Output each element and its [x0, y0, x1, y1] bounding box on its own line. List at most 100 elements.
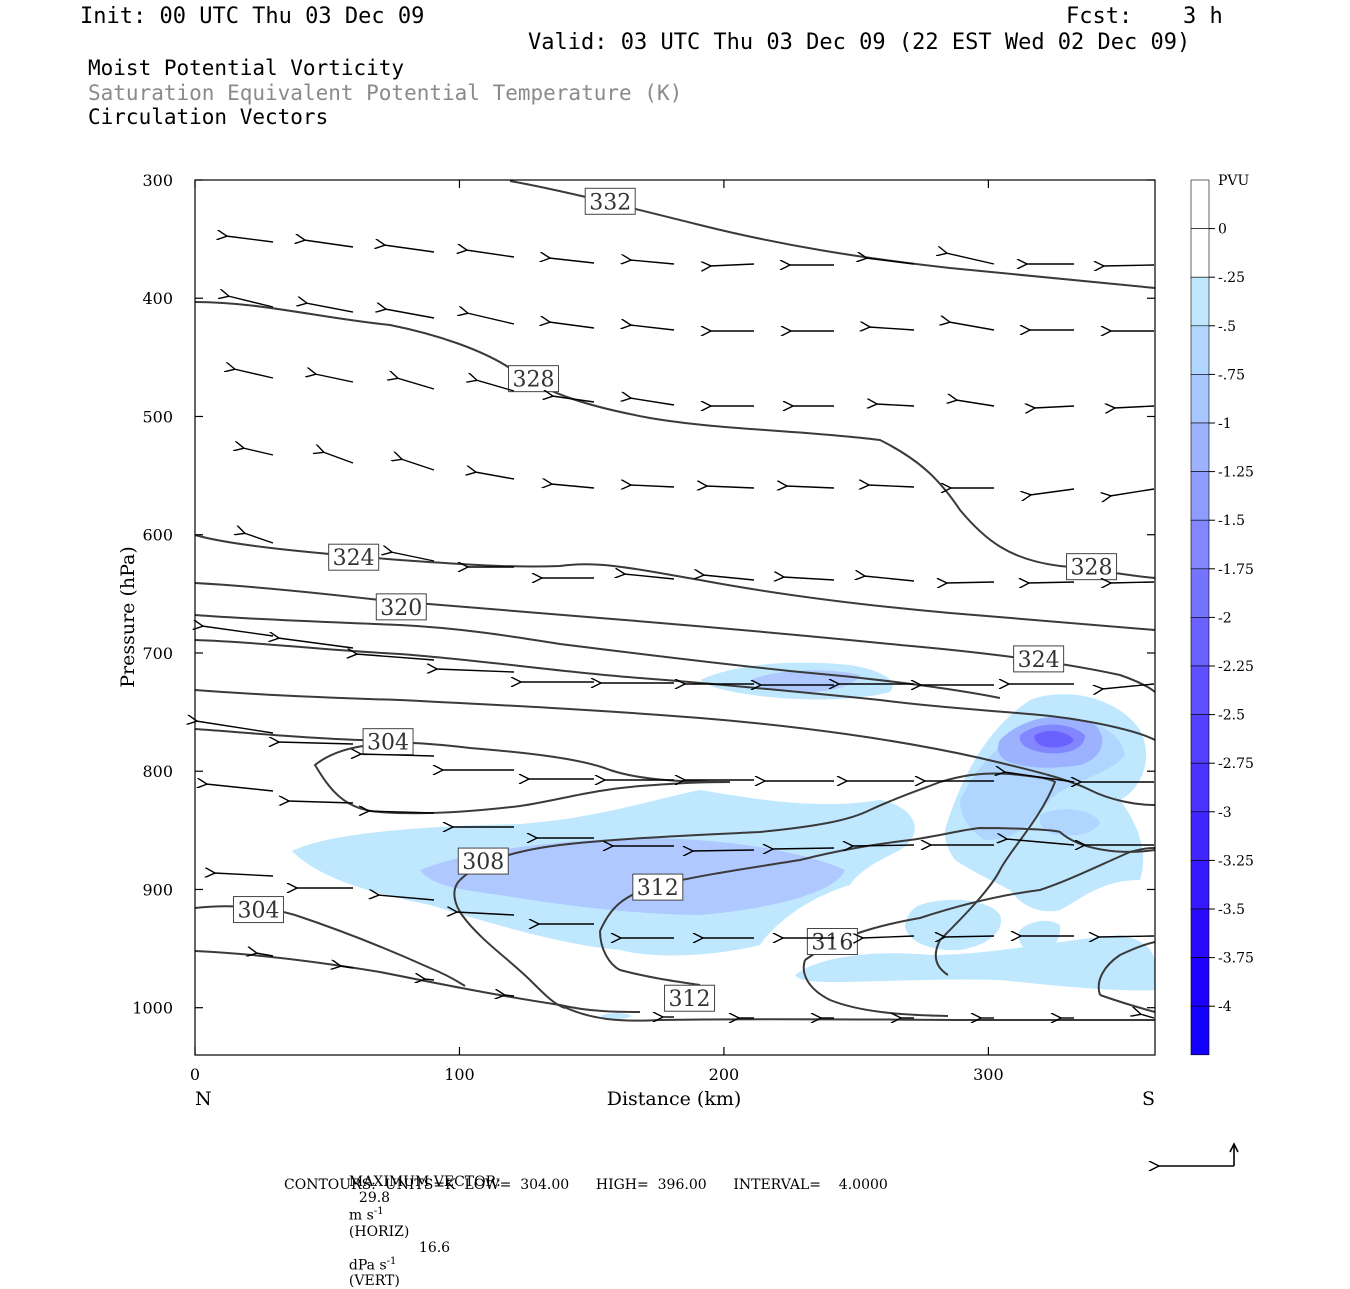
- y-tick-label: 500: [142, 407, 173, 426]
- vector-arrow: [710, 264, 755, 266]
- vector-arrow: [368, 811, 435, 813]
- contour-label-box: [1013, 645, 1065, 673]
- contour-line: [194, 582, 1156, 693]
- colorbar-label: -2.75: [1218, 756, 1254, 772]
- vector-arrow: [862, 936, 915, 938]
- field-title-theta-es: Saturation Equivalent Potential Temperat…: [88, 81, 683, 105]
- vector-arrow: [323, 452, 354, 464]
- vector-arrow: [288, 801, 354, 803]
- contour-label: 316: [811, 930, 853, 955]
- contour-label-box: [232, 896, 284, 924]
- vector-arrow: [475, 472, 515, 480]
- colorbar-swatch: [1190, 860, 1210, 910]
- contour-label: 304: [367, 731, 409, 756]
- contour-line: [194, 728, 731, 783]
- vector-arrow: [1110, 488, 1155, 496]
- contour-label: 308: [462, 850, 504, 875]
- contour-line: [559, 1004, 1155, 1022]
- vector-arrow: [424, 979, 435, 980]
- vert-units: dPa s: [348, 1257, 387, 1274]
- colorbar-label: -4: [1218, 999, 1232, 1015]
- vector-arrow: [949, 322, 995, 331]
- contour-label-box: [632, 873, 684, 901]
- x-axis-end-right: S: [1142, 1088, 1155, 1110]
- vector-arrow: [946, 253, 995, 265]
- vector-arrow: [401, 459, 435, 471]
- vector-arrow: [1006, 839, 1075, 846]
- vector-arrow: [549, 322, 595, 329]
- x-tick-label: 300: [973, 1065, 1004, 1084]
- vector-arrow: [956, 400, 995, 407]
- y-tick-label: 700: [142, 644, 173, 663]
- circulation-vectors: [196, 236, 1155, 1019]
- vert-exp: -1: [386, 1255, 397, 1267]
- vector-arrow: [243, 448, 274, 456]
- contour-label: 324: [1018, 648, 1060, 673]
- colorbar-swatch: [1190, 617, 1210, 667]
- vector-arrow: [1028, 582, 1075, 583]
- vector-arrow: [551, 484, 595, 488]
- contour-label: 328: [1071, 556, 1113, 581]
- colorbar-label: -.75: [1218, 367, 1245, 383]
- field-title-vectors: Circulation Vectors: [88, 105, 329, 129]
- vector-arrow: [202, 626, 274, 637]
- y-axis: 300 400 500 600 700 800 900 1000: [132, 171, 1155, 1018]
- vector-arrow: [436, 669, 515, 672]
- vector-arrow: [234, 369, 274, 379]
- vector-arrow: [214, 873, 274, 876]
- max-vector-label: MAXIMUM VECTOR:: [348, 1174, 501, 1190]
- vector-arrow: [630, 485, 675, 487]
- vector-arrow: [228, 296, 274, 308]
- vector-arrow: [356, 654, 435, 661]
- contour-line: [1097, 941, 1156, 996]
- colorbar-title: PVU: [1218, 173, 1250, 189]
- vector-arrow: [1140, 1014, 1155, 1019]
- vector-arrow: [306, 303, 354, 313]
- vector-arrow: [1102, 683, 1155, 689]
- vector-arrow: [1103, 265, 1155, 266]
- contour-line: [802, 959, 949, 1017]
- y-tick-label: 600: [142, 526, 173, 545]
- vector-arrow: [552, 396, 595, 403]
- y-tick-label: 1000: [132, 999, 173, 1018]
- forecast-hour: 3 h: [1183, 4, 1223, 29]
- vector-arrow: [476, 380, 515, 392]
- valid-time: Valid: 03 UTC Thu 03 Dec 09 (22 EST Wed …: [528, 30, 1191, 55]
- vector-arrow: [869, 327, 915, 330]
- vector-arrow: [226, 236, 274, 243]
- contour-line: [804, 847, 1156, 961]
- vert-value: 16.6: [418, 1239, 451, 1256]
- contour-label: 304: [237, 899, 279, 924]
- colorbar-swatch: [1190, 762, 1210, 813]
- colorbar-swatch: [1190, 179, 1210, 229]
- vector-arrow: [1110, 582, 1155, 583]
- contour-label-box: [328, 543, 380, 571]
- colorbar-label: -1: [1218, 416, 1232, 432]
- colorbar-swatch: [1190, 665, 1210, 715]
- contour-line: [1099, 994, 1156, 1013]
- vector-arrow: [360, 754, 435, 756]
- colorbar-label: 0: [1218, 222, 1227, 238]
- contour-label-box: [362, 728, 414, 756]
- vector-arrow: [466, 250, 515, 258]
- colorbar-label: -2: [1218, 610, 1232, 626]
- vector-arrow: [1004, 772, 1075, 783]
- colorbar-swatch: [1190, 228, 1210, 278]
- vector-arrow: [397, 378, 435, 390]
- colorbar-swatch: [1190, 276, 1210, 327]
- vector-arrow: [630, 260, 675, 264]
- contour-line: [453, 879, 566, 1009]
- theta-es-contours: [194, 180, 1156, 1022]
- vector-arrow: [783, 577, 835, 580]
- contour-label-box: [375, 593, 427, 621]
- colorbar-swatch: [1190, 325, 1210, 375]
- vector-arrow: [206, 784, 274, 792]
- y-axis-label: Pressure (hPa): [117, 546, 139, 688]
- contour-label: 332: [589, 190, 631, 215]
- vector-arrow: [1098, 936, 1155, 937]
- colorbar-label: -1.5: [1218, 513, 1245, 529]
- vector-arrow: [630, 398, 675, 406]
- vector-arrow: [630, 325, 675, 331]
